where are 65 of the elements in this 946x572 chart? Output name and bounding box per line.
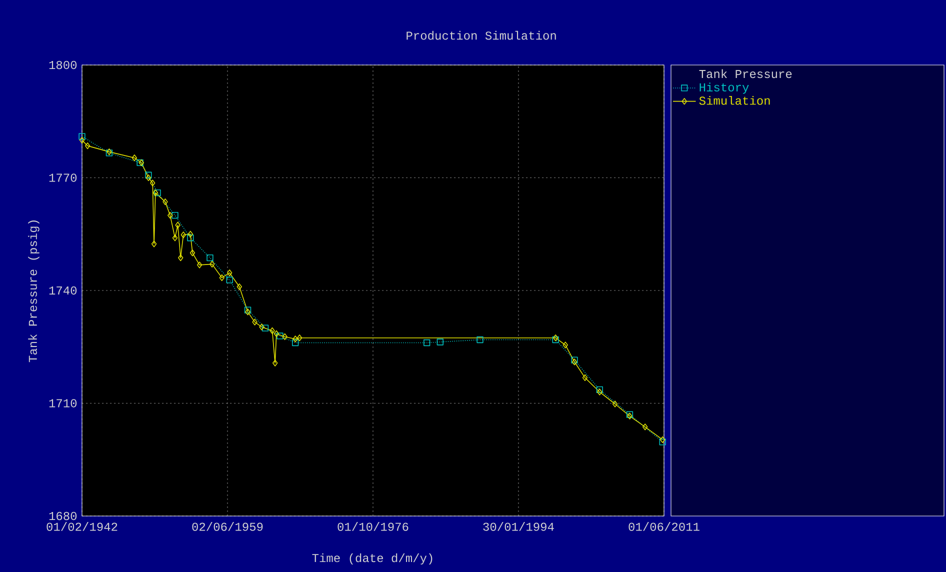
point bbox=[236, 283, 242, 290]
point bbox=[190, 250, 196, 256]
point bbox=[180, 232, 186, 238]
point bbox=[79, 136, 85, 144]
point bbox=[659, 438, 666, 446]
point bbox=[226, 276, 233, 284]
point bbox=[84, 142, 90, 150]
point bbox=[172, 234, 178, 242]
x-tick-label: 01/10/1976 bbox=[338, 522, 408, 531]
chart-title: Production Simulation bbox=[406, 30, 556, 40]
y-tick-label: 1680 bbox=[49, 512, 77, 520]
point bbox=[226, 270, 232, 276]
point bbox=[146, 174, 152, 182]
point bbox=[562, 342, 568, 348]
point bbox=[188, 230, 194, 238]
point bbox=[172, 212, 178, 219]
point bbox=[196, 262, 202, 268]
point bbox=[175, 222, 180, 228]
point bbox=[596, 386, 603, 394]
x-tick-label: 30/01/1994 bbox=[483, 522, 554, 531]
point bbox=[274, 330, 280, 338]
x-tick-label: 01/02/1942 bbox=[46, 522, 118, 531]
point bbox=[582, 374, 588, 382]
point bbox=[154, 189, 161, 196]
point bbox=[187, 234, 194, 242]
point bbox=[292, 336, 298, 342]
point bbox=[476, 336, 484, 344]
point bbox=[282, 333, 288, 340]
point bbox=[145, 172, 152, 178]
point bbox=[168, 212, 173, 219]
point bbox=[270, 327, 275, 334]
x-tick-label: 02/06/1959 bbox=[192, 522, 263, 531]
point bbox=[152, 189, 158, 196]
point bbox=[78, 133, 86, 140]
point bbox=[276, 332, 284, 340]
point bbox=[642, 424, 648, 430]
point bbox=[296, 334, 302, 342]
x-tick-label: 01/06/2011 bbox=[628, 522, 700, 531]
point bbox=[150, 180, 156, 186]
y-tick-label: 1710 bbox=[49, 399, 77, 408]
point bbox=[660, 436, 666, 444]
legend-title: Tank Pressure bbox=[699, 69, 792, 78]
point bbox=[132, 154, 138, 162]
point bbox=[151, 240, 157, 248]
legend-label: Simulation bbox=[699, 96, 770, 105]
y-axis-title: Tank Pressure (psig) bbox=[28, 220, 40, 362]
point bbox=[292, 339, 299, 346]
point bbox=[272, 360, 278, 366]
point bbox=[262, 324, 269, 332]
y-tick-label: 1800 bbox=[49, 60, 77, 70]
point bbox=[436, 338, 444, 346]
point bbox=[162, 198, 168, 206]
point bbox=[424, 339, 430, 346]
point bbox=[209, 260, 215, 268]
legend-label: History bbox=[700, 82, 749, 94]
y-tick-label: 1770 bbox=[49, 174, 77, 182]
point bbox=[252, 318, 258, 326]
point bbox=[219, 274, 224, 282]
point bbox=[178, 254, 184, 262]
y-tick-label: 1740 bbox=[49, 286, 77, 295]
x-axis-title: Time (date d/m/y) bbox=[312, 553, 432, 565]
point bbox=[259, 324, 264, 330]
point bbox=[612, 400, 618, 408]
point bbox=[597, 388, 602, 396]
point bbox=[206, 254, 214, 262]
